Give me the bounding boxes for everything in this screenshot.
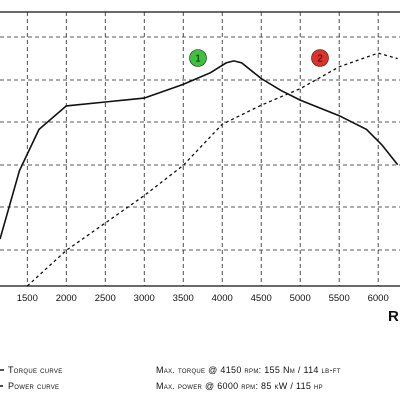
curve (0, 60, 399, 240)
x-tick-label: 3000 (134, 293, 155, 304)
x-tick-label: 2500 (95, 293, 116, 304)
x-tick-label: 3500 (173, 293, 194, 304)
legend-label: Torque curve (8, 365, 63, 375)
x-tick-label: 5000 (290, 293, 311, 304)
curve-marker-label: 2 (317, 54, 323, 65)
x-tick-label: 5500 (329, 293, 350, 304)
curve (26, 52, 398, 287)
annotation: Max. torque @ 4150 rpm: 155 Nm / 114 lb-… (156, 365, 341, 375)
x-tick-label: 2000 (56, 293, 77, 304)
x-tick-label: 1500 (17, 293, 38, 304)
annotation: Max. power @ 6000 rpm: 85 kW / 115 hp (156, 381, 323, 391)
x-tick-label: 6000 (368, 293, 389, 304)
legend-label: Power curve (8, 381, 59, 391)
x-tick-label: 4000 (212, 293, 233, 304)
curve-marker-label: 1 (195, 54, 201, 65)
curve-marker (189, 49, 207, 67)
x-axis-label: R (388, 308, 399, 325)
x-tick-label: 4500 (251, 293, 272, 304)
curve-marker (311, 49, 329, 67)
